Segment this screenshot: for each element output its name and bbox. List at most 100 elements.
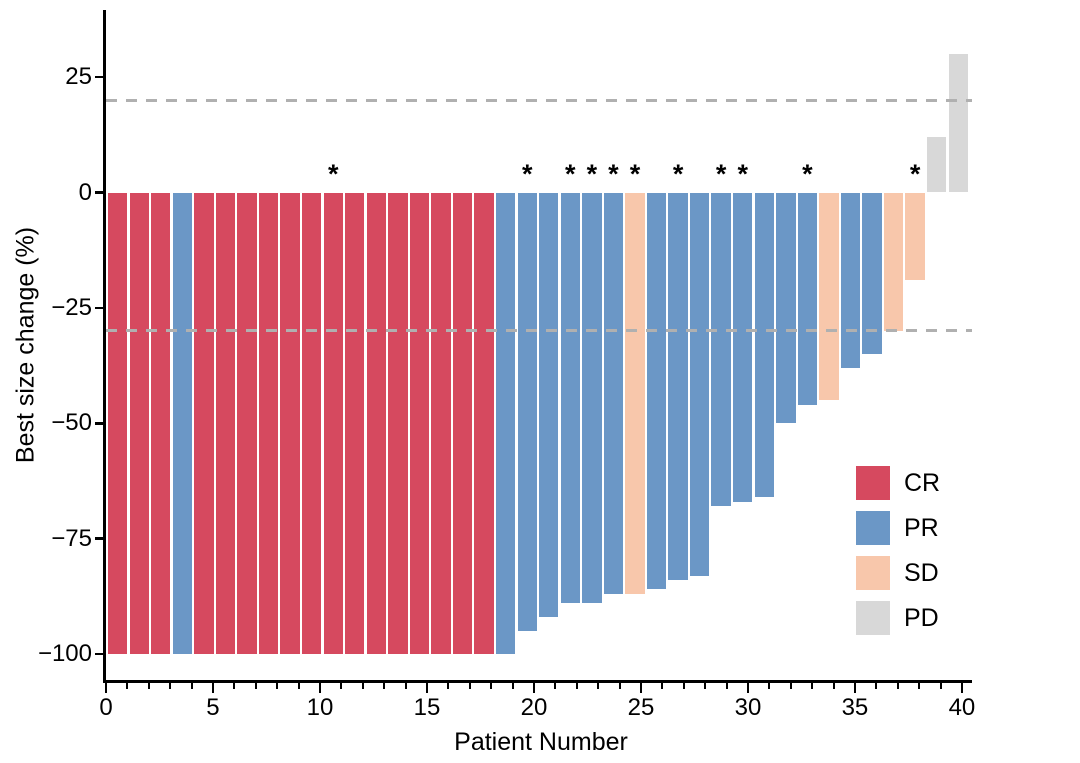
y-tick [95, 191, 103, 194]
asterisk-annotation: * [608, 158, 619, 189]
bar-patient-32 [776, 192, 796, 424]
x-minor-tick [768, 683, 771, 689]
bar-patient-36 [862, 192, 882, 355]
bar-patient-14 [388, 192, 408, 654]
x-minor-tick [939, 683, 942, 689]
bar-patient-10 [301, 192, 322, 654]
x-minor-tick [254, 683, 257, 689]
x-axis-title: Patient Number [454, 728, 628, 756]
bar-patient-3 [151, 192, 171, 654]
bar-patient-5 [194, 192, 214, 654]
x-minor-tick [554, 683, 557, 689]
legend-label: PR [904, 514, 939, 542]
x-minor-tick [789, 683, 792, 689]
bar-patient-15 [409, 192, 430, 654]
asterisk-annotation: * [521, 158, 533, 189]
legend-swatch-pr [856, 511, 890, 545]
bar-patient-40 [948, 54, 968, 193]
x-major-tick [318, 683, 321, 693]
bar-patient-24 [603, 192, 624, 594]
x-minor-tick [875, 683, 878, 689]
bar-patient-34 [819, 192, 839, 401]
bar-patient-26 [646, 192, 667, 590]
legend-item-pr: PR [856, 511, 940, 545]
x-minor-tick [575, 683, 578, 689]
bar-patient-19 [495, 192, 516, 654]
x-major-tick [960, 683, 963, 693]
x-minor-tick [340, 683, 343, 689]
x-tick-label: 15 [413, 694, 441, 721]
bar-patient-18 [474, 192, 494, 654]
asterisk-annotation: * [672, 158, 684, 189]
x-axis-spine [103, 680, 972, 683]
bar-patient-12 [345, 192, 365, 654]
x-minor-tick [896, 683, 899, 689]
y-tick [95, 537, 103, 540]
plot-area: * * * * * * * * * * * 0 5 10 15 20 25 30 35 40 25 0 −25 −50 −75… [38, 10, 975, 721]
y-tick-label: 0 [78, 178, 92, 206]
x-minor-tick [725, 683, 728, 689]
x-tick-label: 35 [841, 694, 869, 721]
y-axis-spine [103, 10, 106, 683]
legend-swatch-pd [856, 601, 890, 635]
y-tick [95, 306, 103, 310]
asterisk-annotation: * [909, 158, 921, 189]
asterisk-annotation: * [629, 158, 641, 189]
bar-patient-29 [711, 192, 731, 507]
x-minor-tick [618, 683, 621, 689]
x-minor-tick [918, 683, 921, 689]
asterisk-annotation: * [715, 158, 727, 189]
bar-patient-25 [625, 192, 645, 594]
x-minor-tick [169, 683, 172, 689]
x-minor-tick [490, 683, 493, 689]
bar-patient-11 [323, 192, 343, 654]
x-minor-tick [276, 683, 279, 689]
x-minor-tick [147, 683, 150, 689]
bar-patient-21 [539, 192, 559, 618]
x-tick-label: 0 [99, 694, 113, 721]
x-major-tick [853, 683, 856, 693]
x-major-tick [532, 683, 535, 693]
legend-item-pd: PD [856, 601, 940, 635]
bar-patient-8 [258, 192, 279, 654]
x-minor-tick [597, 683, 600, 689]
legend-swatch-cr [856, 466, 890, 500]
bar-patient-20 [517, 192, 537, 631]
bar-patient-27 [668, 192, 688, 581]
asterisk-annotation: * [586, 158, 598, 189]
y-tick-label: −75 [51, 524, 92, 552]
y-tick-label: −100 [37, 640, 92, 667]
legend-item-sd: SD [856, 556, 940, 590]
legend-item-cr: CR [856, 466, 940, 500]
bar-patient-28 [689, 192, 710, 576]
bar-patient-33 [797, 192, 818, 405]
bar-patient-13 [366, 192, 387, 654]
bar-patient-22 [560, 192, 580, 604]
bar-patient-23 [582, 192, 602, 604]
x-major-tick [639, 683, 642, 693]
bar-patient-35 [840, 192, 861, 368]
x-minor-tick [190, 683, 193, 689]
x-minor-tick [447, 683, 450, 689]
bar-patient-16 [431, 192, 451, 654]
x-minor-tick [468, 683, 471, 689]
reference-line-minus30 [106, 329, 972, 333]
asterisk-annotation: * [565, 158, 576, 189]
x-major-tick [746, 683, 749, 693]
asterisk-annotation: * [737, 158, 748, 189]
x-minor-tick [126, 683, 129, 689]
x-minor-tick [383, 683, 386, 689]
x-minor-tick [404, 683, 407, 689]
y-tick [95, 75, 103, 79]
x-minor-tick [704, 683, 707, 689]
x-tick-label: 20 [520, 694, 548, 721]
asterisk-annotation: * [802, 158, 813, 189]
legend-label: PD [904, 604, 939, 632]
x-tick-label: 10 [306, 694, 334, 721]
bar-patient-31 [754, 192, 774, 498]
bar-patient-38 [905, 192, 925, 281]
x-tick-label: 30 [734, 694, 762, 721]
y-tick [95, 422, 103, 425]
x-minor-tick [682, 683, 685, 689]
